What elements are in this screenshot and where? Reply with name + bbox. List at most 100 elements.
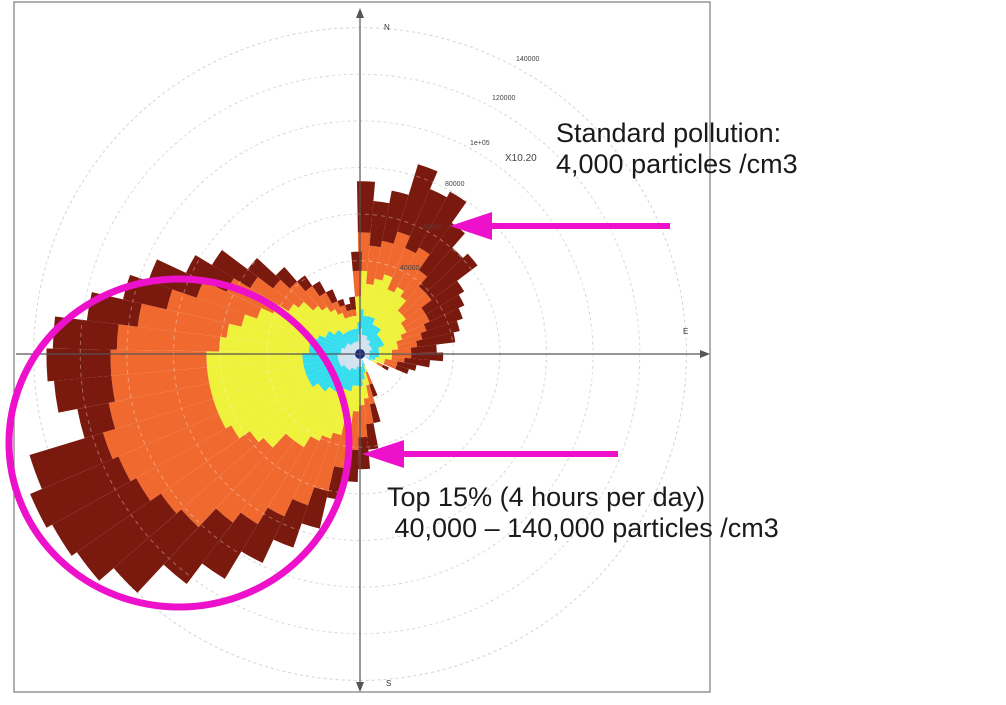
sector-band xyxy=(136,425,240,501)
sector-band xyxy=(352,315,358,329)
sector-band xyxy=(343,368,355,391)
sector-band xyxy=(30,456,131,528)
sector-band xyxy=(396,361,417,371)
sector-band xyxy=(368,334,379,346)
sector-band xyxy=(349,329,357,343)
sector-band xyxy=(352,385,360,412)
sector-band xyxy=(378,345,399,352)
sector-band xyxy=(374,358,385,365)
sector-band xyxy=(206,351,303,368)
sector-band xyxy=(374,240,394,281)
sector-band xyxy=(116,324,221,352)
sector-band xyxy=(352,328,358,342)
sector-band xyxy=(336,329,352,346)
sector-band xyxy=(340,354,360,367)
sector-band xyxy=(367,278,383,318)
sector-band xyxy=(302,355,339,365)
sector-band xyxy=(396,333,423,346)
sector-band xyxy=(53,375,115,413)
north-arrow-head xyxy=(356,8,364,18)
sector-band xyxy=(163,508,233,585)
sector-band xyxy=(332,300,343,315)
sector-band xyxy=(314,432,342,492)
sector-band xyxy=(325,334,347,348)
sector-band xyxy=(313,305,340,333)
sector-band xyxy=(380,323,404,341)
sector-band xyxy=(345,303,352,312)
sector-band xyxy=(371,274,393,319)
sector-band xyxy=(369,200,390,248)
sector-band xyxy=(346,310,353,318)
sector-band xyxy=(369,355,376,359)
sector-band xyxy=(213,370,307,415)
sector-band xyxy=(249,383,322,443)
sector-band xyxy=(381,327,407,344)
sector-band xyxy=(348,316,356,330)
south-arrow-head xyxy=(356,682,364,692)
sector-band xyxy=(339,305,349,319)
sector-band xyxy=(400,270,428,301)
sector-band xyxy=(322,306,346,335)
sector-band xyxy=(337,298,346,307)
sector-band xyxy=(391,356,405,363)
sector-band xyxy=(365,356,372,361)
sector-band xyxy=(363,397,374,425)
sector-band xyxy=(375,286,405,328)
sector-band xyxy=(344,354,360,367)
sector-band xyxy=(369,349,380,353)
sector-band xyxy=(366,423,379,450)
sector-band xyxy=(357,436,371,470)
sector-band xyxy=(46,348,112,382)
sector-band xyxy=(241,314,312,343)
sector-band xyxy=(418,191,467,255)
sector-band xyxy=(370,359,378,364)
sector-band xyxy=(351,309,357,317)
sector-band xyxy=(346,354,360,370)
sector-band xyxy=(137,303,230,338)
sector-band xyxy=(358,405,368,438)
sector-band xyxy=(369,351,380,354)
sector-band xyxy=(365,371,373,385)
sector-band xyxy=(378,341,398,350)
sector-band xyxy=(381,364,390,371)
compass-n: N xyxy=(384,23,390,32)
sector-band xyxy=(209,364,305,399)
sector-band xyxy=(344,317,353,331)
sector-band xyxy=(356,181,376,233)
sector-band xyxy=(338,354,360,363)
sector-band xyxy=(338,354,360,361)
highlight-circle xyxy=(5,275,353,611)
sector-band xyxy=(365,317,376,337)
sector-band xyxy=(370,338,382,348)
inset-label: X10.20 xyxy=(505,153,537,164)
sector-band xyxy=(403,357,431,368)
sector-band xyxy=(52,478,151,556)
sector-band xyxy=(334,332,349,345)
sector-band xyxy=(118,414,226,482)
sector-band xyxy=(108,383,214,429)
sector-band xyxy=(247,257,281,289)
axes xyxy=(16,8,710,692)
sector-band xyxy=(351,251,362,272)
sector-band xyxy=(273,279,304,308)
sector-band xyxy=(352,366,359,386)
sector-band xyxy=(250,276,294,312)
sector-band xyxy=(363,365,368,373)
sector-band xyxy=(383,361,397,370)
sector-band xyxy=(387,247,416,293)
sector-band xyxy=(366,384,375,405)
arrow-standard-head xyxy=(450,212,492,240)
sector-band xyxy=(355,328,359,342)
sector-band xyxy=(425,253,478,301)
sector-band xyxy=(111,367,210,402)
sector-band xyxy=(379,350,392,354)
sector-band xyxy=(411,352,444,362)
sector-band xyxy=(378,314,407,339)
sector-band xyxy=(301,487,329,529)
tick-120000: 120000 xyxy=(492,95,515,102)
sector-band xyxy=(395,365,409,375)
sector-band xyxy=(330,309,348,334)
sector-band xyxy=(338,312,350,332)
sector-band xyxy=(231,381,313,439)
sector-band xyxy=(372,289,395,327)
